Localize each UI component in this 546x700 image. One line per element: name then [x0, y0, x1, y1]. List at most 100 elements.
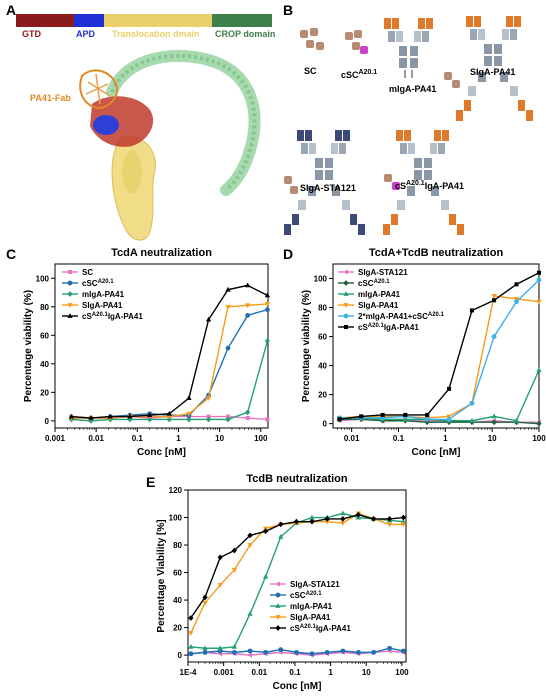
chart-c-legend: SC cSCA20.1 mIgA-PA41 SIgA-PA41 cSA20.1IgA-P…: [62, 268, 143, 321]
chart-d-xtick-label: 100: [532, 434, 546, 443]
chart-e-point-4-7: [293, 518, 300, 525]
chart-d-title: TcdA+TcdB neutralization: [369, 247, 504, 259]
chart-d-ylabel: Percentage viability (%): [301, 290, 312, 402]
chart-d-xlabel: Conc [nM]: [412, 447, 461, 458]
chart-c-point-0-10: [265, 417, 270, 422]
chart-e-point-4-4: [247, 532, 253, 539]
chart-e-point-3-3: [231, 567, 238, 573]
chart-e-point-4-6: [278, 521, 284, 528]
chart-e-legend-marker-4: [275, 625, 281, 631]
chart-c-legend-label-2: mIgA-PA41: [82, 290, 125, 299]
csc-label: cSCA20.1: [341, 69, 378, 80]
chart-e-point-3-9: [324, 519, 330, 525]
chart-d-point-3-5: [446, 414, 452, 420]
chart-d-ytick-label: 20: [318, 391, 327, 400]
chart-d-point-1-7: [491, 419, 497, 426]
chart-d-line-1: [339, 418, 540, 425]
chart-c-point-0-9: [245, 415, 250, 421]
chart-c-frame: [54, 263, 269, 429]
chart-e-ytick-label: 40: [173, 596, 182, 605]
chart-c-ytick-label: 20: [40, 388, 49, 397]
chart-e-xtick-label: 0.1: [289, 668, 301, 677]
chart-d-point-4-5: [446, 416, 452, 422]
chart-e-point-3-13: [386, 522, 393, 528]
chart-d-xtick-label: 1: [443, 434, 448, 443]
chart-e-point-2-0: [188, 643, 194, 649]
chart-e-point-2-8: [309, 514, 315, 520]
chart-c-legend-label-1: cSCA20.1: [82, 279, 114, 288]
chart-c-point-4-8: [225, 286, 231, 292]
chart-e-legend-label-0: SIgA-STA121: [290, 580, 340, 589]
domain-gtd-label: GTD: [22, 29, 41, 39]
chart-e-legend-marker-1: [275, 592, 281, 598]
chart-e-point-4-3: [231, 547, 238, 554]
chart-c-point-2-8: [225, 416, 231, 423]
chart-e-point-2-3: [231, 643, 238, 649]
domain-crop-label: CROP domain: [215, 29, 276, 39]
chart-d-ytick-label: 40: [318, 362, 327, 371]
sta-label: SIgA-STA121: [300, 183, 356, 193]
chart-e-point-2-14: [400, 518, 407, 524]
chart-c-legend-label-4: cSA20.1IgA-PA41: [82, 312, 143, 321]
chart-c-legend-marker-1: [67, 280, 73, 286]
chart-d-point-4-8: [514, 299, 519, 305]
chart-d-line-4: [339, 279, 540, 420]
fab-label: PA41-Fab: [30, 93, 71, 103]
chart-e-legend-marker-0: [275, 581, 280, 587]
chart-e-point-4-10: [340, 516, 346, 522]
chart-e-point-3-1: [202, 600, 208, 606]
chart-d-point-3-8: [513, 296, 520, 302]
chart-e-point-1-3: [231, 649, 237, 655]
chart-c-point-4-6: [186, 395, 192, 400]
chart-c-xtick-label: 0.1: [132, 434, 144, 443]
chart-e-point-1-5: [263, 649, 268, 655]
chart-c-xtick-label: 1: [176, 434, 181, 443]
chart-d-legend-marker-2: [343, 291, 349, 296]
chart-e-point-1-9: [324, 649, 330, 655]
chart-e-ytick-label: 20: [173, 624, 182, 633]
chart-d-point-2-7: [491, 413, 497, 419]
chart-d-point-1-9: [536, 420, 542, 427]
chart-c-xtick-label: 0.001: [45, 434, 66, 443]
chart-d-line-3: [339, 295, 540, 419]
chart-e-point-1-10: [340, 648, 346, 654]
chart-e-point-1-1: [202, 649, 208, 655]
chart-d-point-4-6: [469, 400, 475, 406]
chart-d-legend-marker-0: [343, 269, 348, 275]
chart-e-ytick-label: 100: [169, 514, 183, 523]
chart-e-ytick-label: 60: [173, 569, 182, 578]
chart-c-xtick-label: 100: [254, 434, 268, 443]
chart-c-xtick-label: 10: [215, 434, 224, 443]
chart-e-ytick-label: 80: [173, 541, 182, 550]
chart-e-point-4-5: [262, 528, 269, 535]
chart-c-point-4-1: [88, 415, 94, 420]
chart-d-ytick-label: 0: [323, 420, 328, 429]
chart-e-point-3-14: [400, 522, 407, 528]
chart-e-point-1-14: [401, 648, 406, 654]
cs-iga-label: cSA20.1IgA-PA41: [395, 180, 465, 191]
chart-e-point-3-2: [217, 583, 223, 588]
chart-e-legend: SIgA-STA121 cSCA20.1 mIgA-PA41 SIgA-PA41 cSA…: [270, 580, 351, 633]
chart-e-point-1-7: [294, 649, 299, 655]
chart-d-point-5-9: [536, 270, 542, 275]
chart-d-point-5-2: [380, 412, 385, 417]
chart-d-point-5-7: [492, 298, 497, 303]
chart-d-legend-label-5: cSA20.1IgA-PA41: [358, 323, 419, 332]
chart-d-legend-marker-5: [343, 324, 349, 330]
chart-c-point-2-7: [205, 416, 212, 423]
panel-letter-b: B: [283, 2, 294, 18]
chart-d-point-5-1: [359, 414, 364, 419]
chart-e-point-4-1: [202, 594, 208, 601]
chart-d-legend-marker-1: [343, 280, 349, 286]
chart-e-frame: [187, 489, 407, 663]
chart-e-point-2-4: [247, 610, 253, 616]
chart-c-group: TcdA neutralization 0 20 40 60 80 100 0.001 0.01…: [23, 247, 271, 458]
chart-e-legend-label-1: cSCA20.1: [290, 591, 322, 600]
chart-e-point-4-11: [355, 511, 362, 518]
chart-e-point-4-14: [400, 514, 407, 521]
chart-c-point-4-3: [127, 413, 133, 419]
domain-translocation-segment: [104, 14, 212, 27]
chart-d-xtick-label: 10: [488, 434, 497, 443]
